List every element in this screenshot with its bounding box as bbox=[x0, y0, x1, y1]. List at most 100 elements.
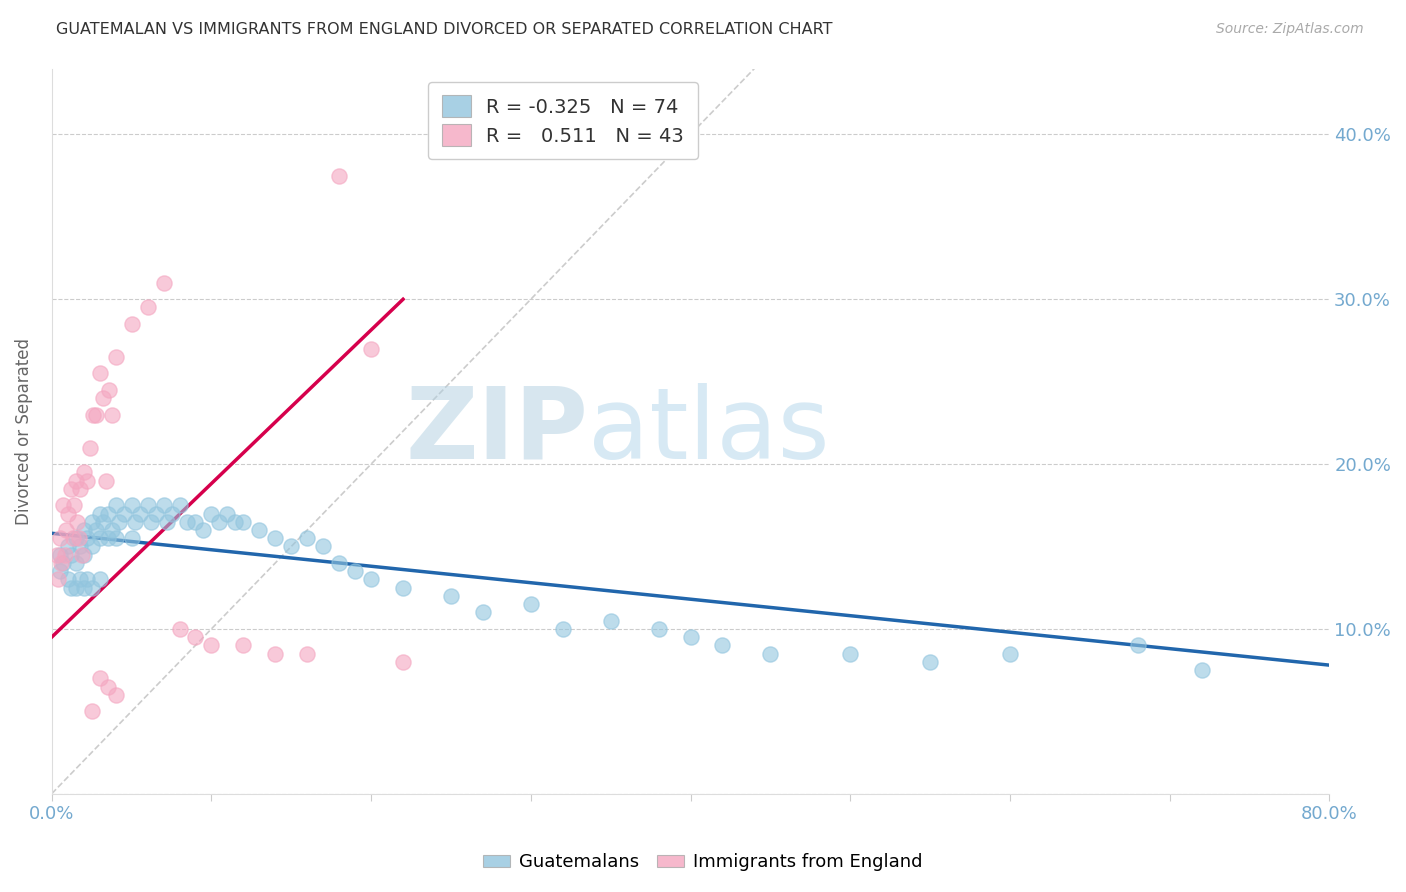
Point bbox=[94, 474, 117, 488]
Point bbox=[62, 531, 84, 545]
Text: GUATEMALAN VS IMMIGRANTS FROM ENGLAND DIVORCED OR SEPARATED CORRELATION CHART: GUATEMALAN VS IMMIGRANTS FROM ENGLAND DI… bbox=[56, 22, 832, 37]
Point bbox=[232, 515, 254, 529]
Point bbox=[136, 301, 159, 315]
Point bbox=[711, 638, 734, 652]
Point bbox=[176, 515, 198, 529]
Point bbox=[104, 531, 127, 545]
Point bbox=[297, 531, 319, 545]
Point bbox=[104, 350, 127, 364]
Point bbox=[82, 408, 104, 422]
Point bbox=[344, 564, 367, 578]
Point bbox=[104, 688, 127, 702]
Point bbox=[97, 680, 120, 694]
Point bbox=[55, 523, 77, 537]
Point bbox=[360, 342, 382, 356]
Point bbox=[152, 276, 174, 290]
Point bbox=[53, 548, 76, 562]
Point bbox=[59, 548, 82, 562]
Text: ZIP: ZIP bbox=[405, 383, 588, 480]
Point bbox=[647, 622, 669, 636]
Point bbox=[91, 515, 114, 529]
Point bbox=[73, 581, 96, 595]
Point bbox=[1126, 638, 1149, 652]
Point bbox=[520, 597, 543, 611]
Point bbox=[200, 638, 222, 652]
Point bbox=[59, 581, 82, 595]
Point bbox=[89, 507, 111, 521]
Point bbox=[80, 704, 103, 718]
Point bbox=[86, 408, 108, 422]
Point bbox=[89, 367, 111, 381]
Point bbox=[217, 507, 239, 521]
Point bbox=[48, 548, 70, 562]
Point bbox=[471, 606, 494, 620]
Point bbox=[145, 507, 167, 521]
Point bbox=[86, 523, 108, 537]
Point bbox=[56, 540, 79, 554]
Point bbox=[169, 498, 191, 512]
Point bbox=[69, 573, 91, 587]
Point bbox=[392, 655, 415, 669]
Point bbox=[232, 638, 254, 652]
Point bbox=[56, 507, 79, 521]
Y-axis label: Divorced or Separated: Divorced or Separated bbox=[15, 337, 32, 524]
Point bbox=[139, 515, 162, 529]
Point bbox=[121, 317, 143, 331]
Point bbox=[998, 647, 1021, 661]
Point bbox=[312, 540, 335, 554]
Point bbox=[328, 169, 350, 183]
Legend: R = -0.325   N = 74, R =   0.511   N = 43: R = -0.325 N = 74, R = 0.511 N = 43 bbox=[427, 82, 697, 160]
Point bbox=[91, 391, 114, 405]
Point bbox=[264, 647, 287, 661]
Point bbox=[63, 498, 86, 512]
Point bbox=[136, 498, 159, 512]
Point bbox=[193, 523, 215, 537]
Point bbox=[184, 630, 207, 644]
Point bbox=[80, 581, 103, 595]
Point bbox=[51, 556, 73, 570]
Point bbox=[52, 556, 75, 570]
Point bbox=[208, 515, 231, 529]
Point bbox=[679, 630, 702, 644]
Point bbox=[156, 515, 179, 529]
Point bbox=[121, 531, 143, 545]
Point bbox=[97, 531, 120, 545]
Point bbox=[76, 474, 98, 488]
Point bbox=[89, 531, 111, 545]
Point bbox=[440, 589, 463, 603]
Point bbox=[56, 573, 79, 587]
Point bbox=[297, 647, 319, 661]
Point bbox=[65, 474, 87, 488]
Point bbox=[76, 573, 98, 587]
Point bbox=[918, 655, 941, 669]
Point bbox=[124, 515, 146, 529]
Point bbox=[59, 482, 82, 496]
Point bbox=[65, 556, 87, 570]
Point bbox=[101, 523, 124, 537]
Point bbox=[328, 556, 350, 570]
Point bbox=[392, 581, 415, 595]
Point bbox=[280, 540, 302, 554]
Point bbox=[101, 408, 124, 422]
Point bbox=[65, 531, 87, 545]
Point bbox=[152, 498, 174, 512]
Point bbox=[76, 531, 98, 545]
Point bbox=[360, 573, 382, 587]
Point bbox=[247, 523, 270, 537]
Point bbox=[73, 465, 96, 479]
Point bbox=[80, 540, 103, 554]
Point bbox=[52, 498, 75, 512]
Point bbox=[200, 507, 222, 521]
Point bbox=[70, 548, 93, 562]
Point bbox=[108, 515, 131, 529]
Point bbox=[184, 515, 207, 529]
Point bbox=[67, 531, 90, 545]
Point bbox=[48, 531, 70, 545]
Point bbox=[160, 507, 183, 521]
Text: Source: ZipAtlas.com: Source: ZipAtlas.com bbox=[1216, 22, 1364, 37]
Point bbox=[46, 573, 69, 587]
Point bbox=[48, 564, 70, 578]
Point bbox=[224, 515, 246, 529]
Point bbox=[128, 507, 150, 521]
Point bbox=[112, 507, 135, 521]
